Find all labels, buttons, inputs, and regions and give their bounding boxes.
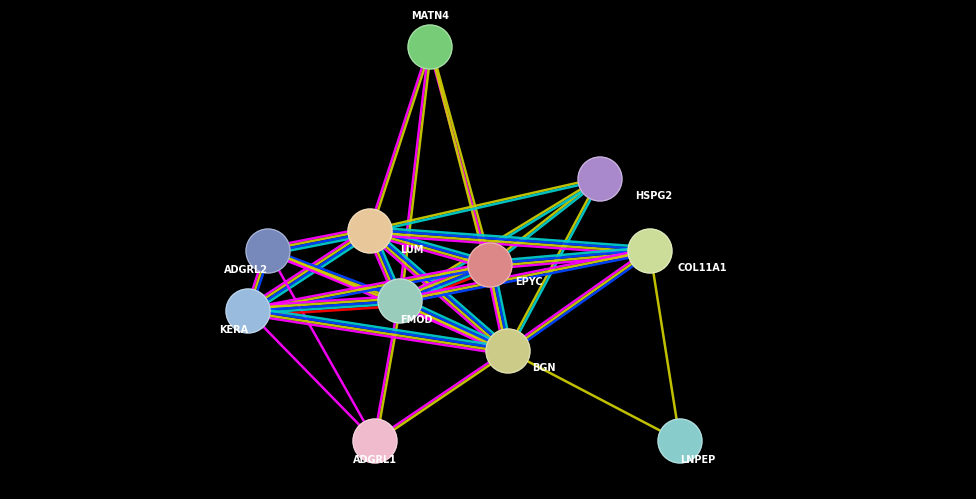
Circle shape bbox=[486, 329, 530, 373]
Text: LNPEP: LNPEP bbox=[680, 455, 715, 465]
Text: FMOD: FMOD bbox=[400, 315, 432, 325]
Circle shape bbox=[378, 279, 422, 323]
Circle shape bbox=[226, 289, 270, 333]
Circle shape bbox=[578, 157, 622, 201]
Text: ADGRL2: ADGRL2 bbox=[224, 265, 268, 275]
Circle shape bbox=[348, 209, 392, 253]
Text: COL11A1: COL11A1 bbox=[678, 263, 727, 273]
Text: MATN4: MATN4 bbox=[411, 11, 449, 21]
Circle shape bbox=[408, 25, 452, 69]
Text: ADGRL1: ADGRL1 bbox=[353, 455, 397, 465]
Text: KERA: KERA bbox=[219, 325, 248, 335]
Circle shape bbox=[353, 419, 397, 463]
Circle shape bbox=[658, 419, 702, 463]
Circle shape bbox=[628, 229, 672, 273]
Text: BGN: BGN bbox=[532, 363, 555, 373]
Text: EPYC: EPYC bbox=[515, 277, 543, 287]
Circle shape bbox=[468, 243, 512, 287]
Circle shape bbox=[246, 229, 290, 273]
Text: HSPG2: HSPG2 bbox=[635, 191, 672, 201]
Text: LUM: LUM bbox=[400, 245, 424, 255]
